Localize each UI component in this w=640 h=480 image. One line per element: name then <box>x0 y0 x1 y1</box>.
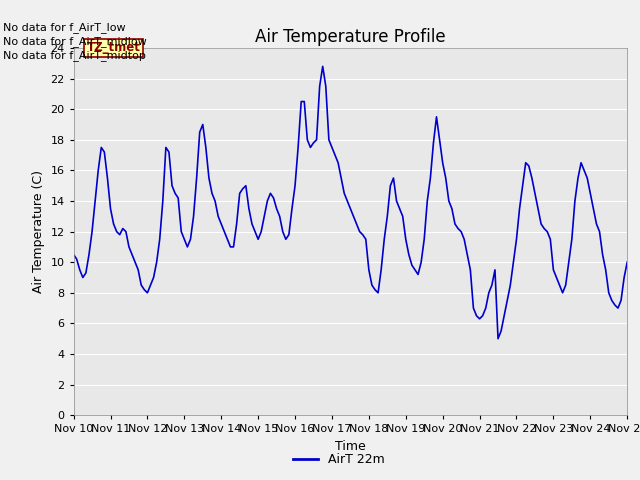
Title: Air Temperature Profile: Air Temperature Profile <box>255 28 445 47</box>
Text: TZ_tmet: TZ_tmet <box>86 41 140 55</box>
Text: No data for f_AirT_midlow: No data for f_AirT_midlow <box>3 36 147 47</box>
Text: No data for f_AirT_midtop: No data for f_AirT_midtop <box>3 50 146 61</box>
Y-axis label: Air Temperature (C): Air Temperature (C) <box>32 170 45 293</box>
X-axis label: Time: Time <box>335 440 366 453</box>
Text: No data for f_AirT_low: No data for f_AirT_low <box>3 22 126 33</box>
Legend: AirT 22m: AirT 22m <box>289 448 390 471</box>
